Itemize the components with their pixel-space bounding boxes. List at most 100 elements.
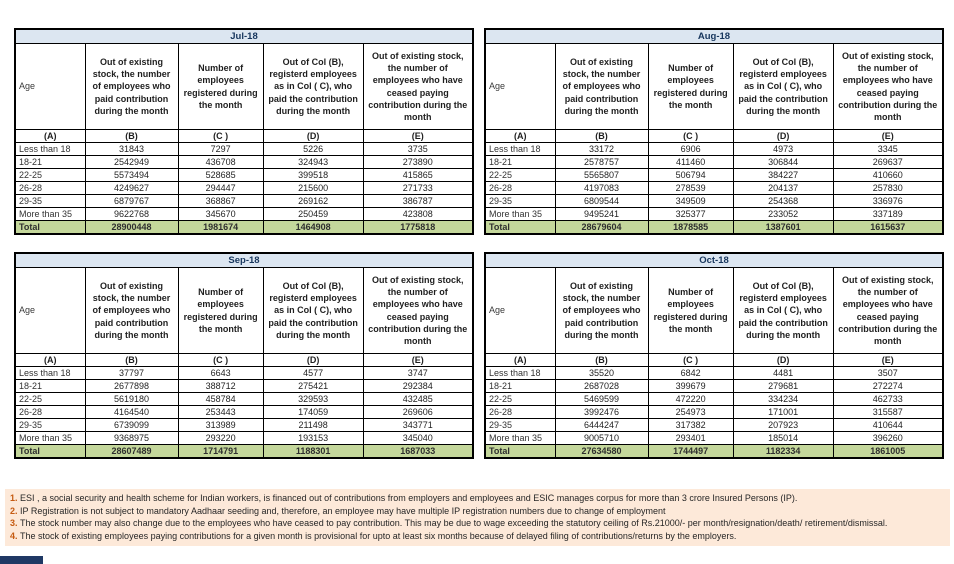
value-cell: 472220 [647,392,734,406]
age-group-label: 18-21 [14,379,86,393]
tables-grid: Jul-18 Age Out of existing stock, the nu… [14,28,944,459]
value-cell: 35520 [554,366,649,380]
value-cell: 436708 [177,155,264,169]
data-row: 22-25 5565807 506794 384227 410660 [484,168,944,182]
month-header-row: Jul-18 [14,28,474,44]
data-row: Less than 18 35520 6842 4481 3507 [484,366,944,380]
value-cell: 2542949 [84,155,179,169]
value-cell: 528685 [177,168,264,182]
footnote-number: 4. [10,530,21,541]
col-letter: (C ) [647,129,734,143]
col-letter: (D) [262,353,364,367]
value-cell: 396260 [832,431,944,445]
col-header-metric: Out of existing stock, the number of emp… [832,267,944,354]
total-value: 1188301 [262,444,364,459]
month-title: Aug-18 [484,28,944,44]
col-header-age: Age [484,43,556,130]
data-row: 26-28 4249627 294447 215600 271733 [14,181,474,195]
data-row: 18-21 2578757 411460 306844 269637 [484,155,944,169]
age-group-label: Less than 18 [484,366,556,380]
total-value: 1861005 [832,444,944,459]
data-row: More than 35 9368975 293220 193153 345040 [14,431,474,445]
age-group-label: 22-25 [484,168,556,182]
col-header-metric: Out of existing stock, the number of emp… [362,267,474,354]
value-cell: 273890 [362,155,474,169]
col-letter: (E) [362,129,474,143]
value-cell: 329593 [262,392,364,406]
age-group-label: 18-21 [14,155,86,169]
value-cell: 269637 [832,155,944,169]
column-letters-row: (A) (B) (C ) (D) (E) [484,353,944,367]
value-cell: 343771 [362,418,474,432]
total-row: Total 28900448 1981674 1464908 1775818 [14,220,474,235]
total-label: Total [484,220,556,235]
value-cell: 293220 [177,431,264,445]
footnote-text: ESI , a social security and health schem… [20,493,798,503]
value-cell: 185014 [732,431,834,445]
value-cell: 269162 [262,194,364,208]
column-letters-row: (A) (B) (C ) (D) (E) [14,129,474,143]
col-letter: (D) [732,129,834,143]
value-cell: 171001 [732,405,834,419]
data-row: 22-25 5619180 458784 329593 432485 [14,392,474,406]
month-title: Jul-18 [14,28,474,44]
value-cell: 506794 [647,168,734,182]
value-cell: 2677898 [84,379,179,393]
value-cell: 2578757 [554,155,649,169]
footnote-text: The stock of existing employees paying c… [20,530,737,541]
age-group-label: 29-35 [484,418,556,432]
total-value: 1878585 [647,220,734,235]
value-cell: 6739099 [84,418,179,432]
value-cell: 6444247 [554,418,649,432]
col-header-metric: Number of employees registered during th… [647,43,734,130]
age-group-label: 26-28 [484,181,556,195]
value-cell: 415865 [362,168,474,182]
age-group-label: More than 35 [484,207,556,221]
table-body: Less than 18 35520 6842 4481 3507 18-21 268702… [484,366,944,445]
value-cell: 174059 [262,405,364,419]
total-value: 1981674 [177,220,264,235]
value-cell: 253443 [177,405,264,419]
age-group-label: 22-25 [14,168,86,182]
col-letter: (E) [362,353,474,367]
value-cell: 257830 [832,181,944,195]
value-cell: 6809544 [554,194,649,208]
value-cell: 336976 [832,194,944,208]
data-row: 18-21 2677898 388712 275421 292384 [14,379,474,393]
col-header-metric: Out of Col (B), registerd employees as i… [732,267,834,354]
age-group-label: 29-35 [14,194,86,208]
value-cell: 410660 [832,168,944,182]
total-label: Total [14,444,86,459]
value-cell: 250459 [262,207,364,221]
col-letter: (B) [84,129,179,143]
value-cell: 215600 [262,181,364,195]
value-cell: 3507 [832,366,944,380]
total-value: 1615637 [832,220,944,235]
value-cell: 368867 [177,194,264,208]
total-value: 1464908 [262,220,364,235]
value-cell: 6879767 [84,194,179,208]
value-cell: 275421 [262,379,364,393]
footnote-number: 2. [10,505,21,516]
footnote-line: 1. ESI , a social security and health sc… [10,492,945,505]
total-value: 28679604 [554,220,649,235]
data-row: Less than 18 31843 7297 5226 3735 [14,142,474,156]
value-cell: 3735 [362,142,474,156]
data-row: 18-21 2542949 436708 324943 273890 [14,155,474,169]
value-cell: 334234 [732,392,834,406]
total-label: Total [14,220,86,235]
value-cell: 324943 [262,155,364,169]
value-cell: 4164540 [84,405,179,419]
column-headers-row: Age Out of existing stock, the number of… [484,43,944,130]
age-group-label: Less than 18 [14,142,86,156]
footnote-line: 2. IP Registration is not subject to man… [10,505,945,518]
total-row: Total 27634580 1744497 1182334 1861005 [484,444,944,459]
value-cell: 5469599 [554,392,649,406]
data-row: 29-35 6739099 313989 211498 343771 [14,418,474,432]
value-cell: 386787 [362,194,474,208]
column-letters-row: (A) (B) (C ) (D) (E) [484,129,944,143]
value-cell: 384227 [732,168,834,182]
value-cell: 279681 [732,379,834,393]
value-cell: 313989 [177,418,264,432]
table-body: Less than 18 31843 7297 5226 3735 18-21 254294… [14,142,474,221]
